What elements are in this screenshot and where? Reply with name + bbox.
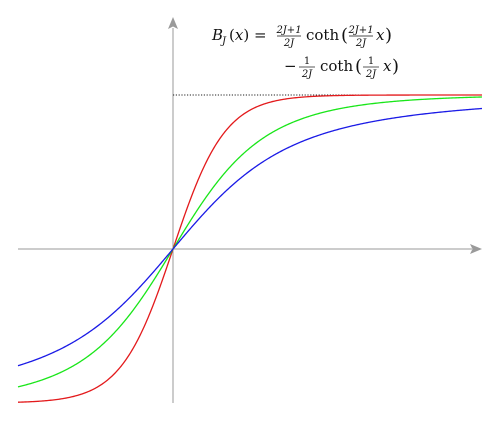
formula-frac3-den: 2J bbox=[301, 69, 313, 80]
formula-frac1-num: 2J+1 bbox=[275, 25, 301, 36]
formula-frac2-num: 2J+1 bbox=[347, 25, 373, 36]
series-curve-j-five bbox=[17, 107, 483, 367]
formula-frac2-den: 2J bbox=[355, 38, 367, 49]
formula-x1: x bbox=[376, 26, 385, 44]
formula-sub-j: J bbox=[220, 36, 227, 47]
formula-frac3-num: 1 bbox=[304, 56, 310, 67]
formula-paren1-close: ) bbox=[385, 25, 392, 46]
formula-lhs-arg: (x) = bbox=[229, 26, 267, 44]
formula-paren1-open: ( bbox=[341, 25, 348, 46]
x-axis-arrow bbox=[470, 244, 482, 254]
formula-frac1-den: 2J bbox=[283, 38, 295, 49]
formula-paren2-close: ) bbox=[392, 56, 399, 77]
formula-coth2: coth bbox=[320, 57, 353, 75]
formula-coth1: coth bbox=[306, 26, 339, 44]
formula-annotation: B J (x) = 2J+1 2J coth ( 2J+1 2J x ) − 1… bbox=[211, 25, 399, 80]
formula-x2: x bbox=[383, 57, 392, 75]
y-axis-arrow bbox=[168, 17, 178, 29]
formula-b: B bbox=[211, 26, 223, 44]
formula-paren2-open: ( bbox=[355, 56, 362, 77]
series-curve-j-three-halves bbox=[17, 96, 483, 388]
formula-minus: − bbox=[284, 57, 297, 75]
formula-frac4-den: 2J bbox=[365, 69, 377, 80]
formula-frac4-num: 1 bbox=[368, 56, 374, 67]
series-curve-j-half bbox=[17, 94, 482, 403]
